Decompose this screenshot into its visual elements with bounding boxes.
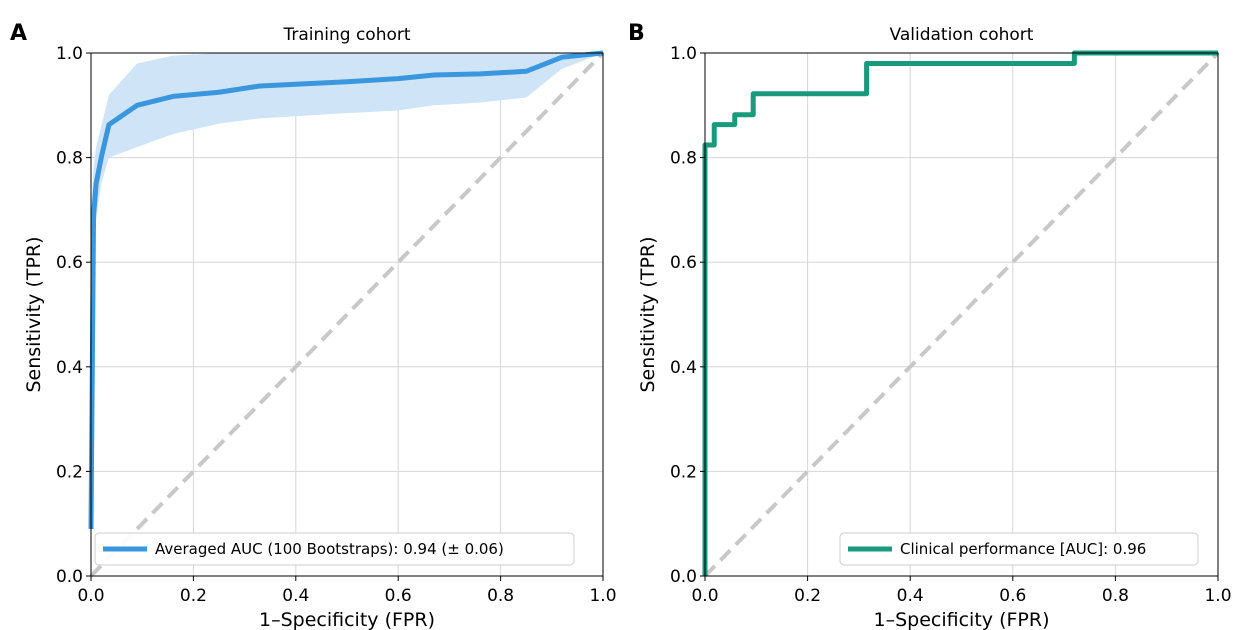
panel-a-ytick-label: 1.0 xyxy=(56,44,83,64)
panel-a-ytick-label: 0.4 xyxy=(56,358,83,378)
panel-a-ytick-label: 0.2 xyxy=(56,462,83,482)
panel-b-xtick-label: 1.0 xyxy=(1204,586,1231,606)
panel-a-ytick-label: 0.0 xyxy=(56,567,83,587)
panel-a-ytick-label: 0.8 xyxy=(56,149,83,169)
panel-b-chance-diagonal xyxy=(703,51,1220,578)
panel-b-ytick-label: 0.2 xyxy=(670,462,697,482)
panel-a-legend: Averaged AUC (100 Bootstraps): 0.94 (± 0… xyxy=(94,532,575,566)
panel-a-letter: A xyxy=(10,21,27,46)
panel-b-letter: B xyxy=(628,21,645,46)
panel-b-xlabel: 1–Specificity (FPR) xyxy=(874,609,1050,630)
panel-b-ytick-label: 0.4 xyxy=(670,358,697,378)
panel-b-xtick-label: 0.4 xyxy=(897,586,924,606)
panel-b-xtick-label: 0.8 xyxy=(1102,586,1129,606)
panel-a-ylabel: Sensitivity (TPR) xyxy=(23,236,45,392)
panel-b-legend-box xyxy=(839,532,1199,566)
panel-b-roc-curve xyxy=(702,50,1218,576)
panel-a-xtick-label: 0.6 xyxy=(385,586,412,606)
panel-b-ylabel: Sensitivity (TPR) xyxy=(637,236,659,392)
panel-b-ytick-label: 0.8 xyxy=(670,149,697,169)
panel-b-axes-frame xyxy=(704,52,1219,577)
panel-a-xtick-label: 0.4 xyxy=(282,586,309,606)
panel-a-legend-label: Averaged AUC (100 Bootstraps): 0.94 (± 0… xyxy=(155,540,504,558)
panel-a-xtick-label: 0.0 xyxy=(77,586,104,606)
panel-a-ytick-label: 0.6 xyxy=(56,253,83,273)
panel-a-roc-curve xyxy=(88,50,604,529)
panel-b-title: Validation cohort xyxy=(890,25,1034,45)
panel-b-ytick-label: 0.0 xyxy=(670,567,697,587)
panel-b-xtick-label: 0.0 xyxy=(691,586,718,606)
panel-a-xtick-label: 0.2 xyxy=(180,586,207,606)
panel-b-xtick-label: 0.6 xyxy=(999,586,1026,606)
panel-b-legend: Clinical performance [AUC]: 0.96 xyxy=(839,532,1199,566)
panel-a-xlabel: 1–Specificity (FPR) xyxy=(259,609,435,630)
panel-a-legend-box xyxy=(94,532,575,566)
panel-b: B Validation cohort 0.0 0.2 0.4 0.6 0.8 1.0 0.0 0… xyxy=(628,21,1232,630)
panel-a-xtick-label: 0.8 xyxy=(487,586,514,606)
panel-a-axes-frame xyxy=(90,52,604,577)
panel-a-chance-diagonal xyxy=(89,51,605,578)
panel-b-ytick-label: 1.0 xyxy=(670,44,697,64)
panel-b-xtick-label: 0.2 xyxy=(794,586,821,606)
panel-a: A Training cohort 0.0 0.2 0.4 0.6 0.8 1.0 0.0 0.2… xyxy=(10,21,617,630)
panel-b-legend-label: Clinical performance [AUC]: 0.96 xyxy=(900,540,1146,558)
panel-b-ytick-label: 0.6 xyxy=(670,253,697,273)
panel-a-title: Training cohort xyxy=(282,25,410,45)
panel-a-xtick-label: 1.0 xyxy=(589,586,616,606)
